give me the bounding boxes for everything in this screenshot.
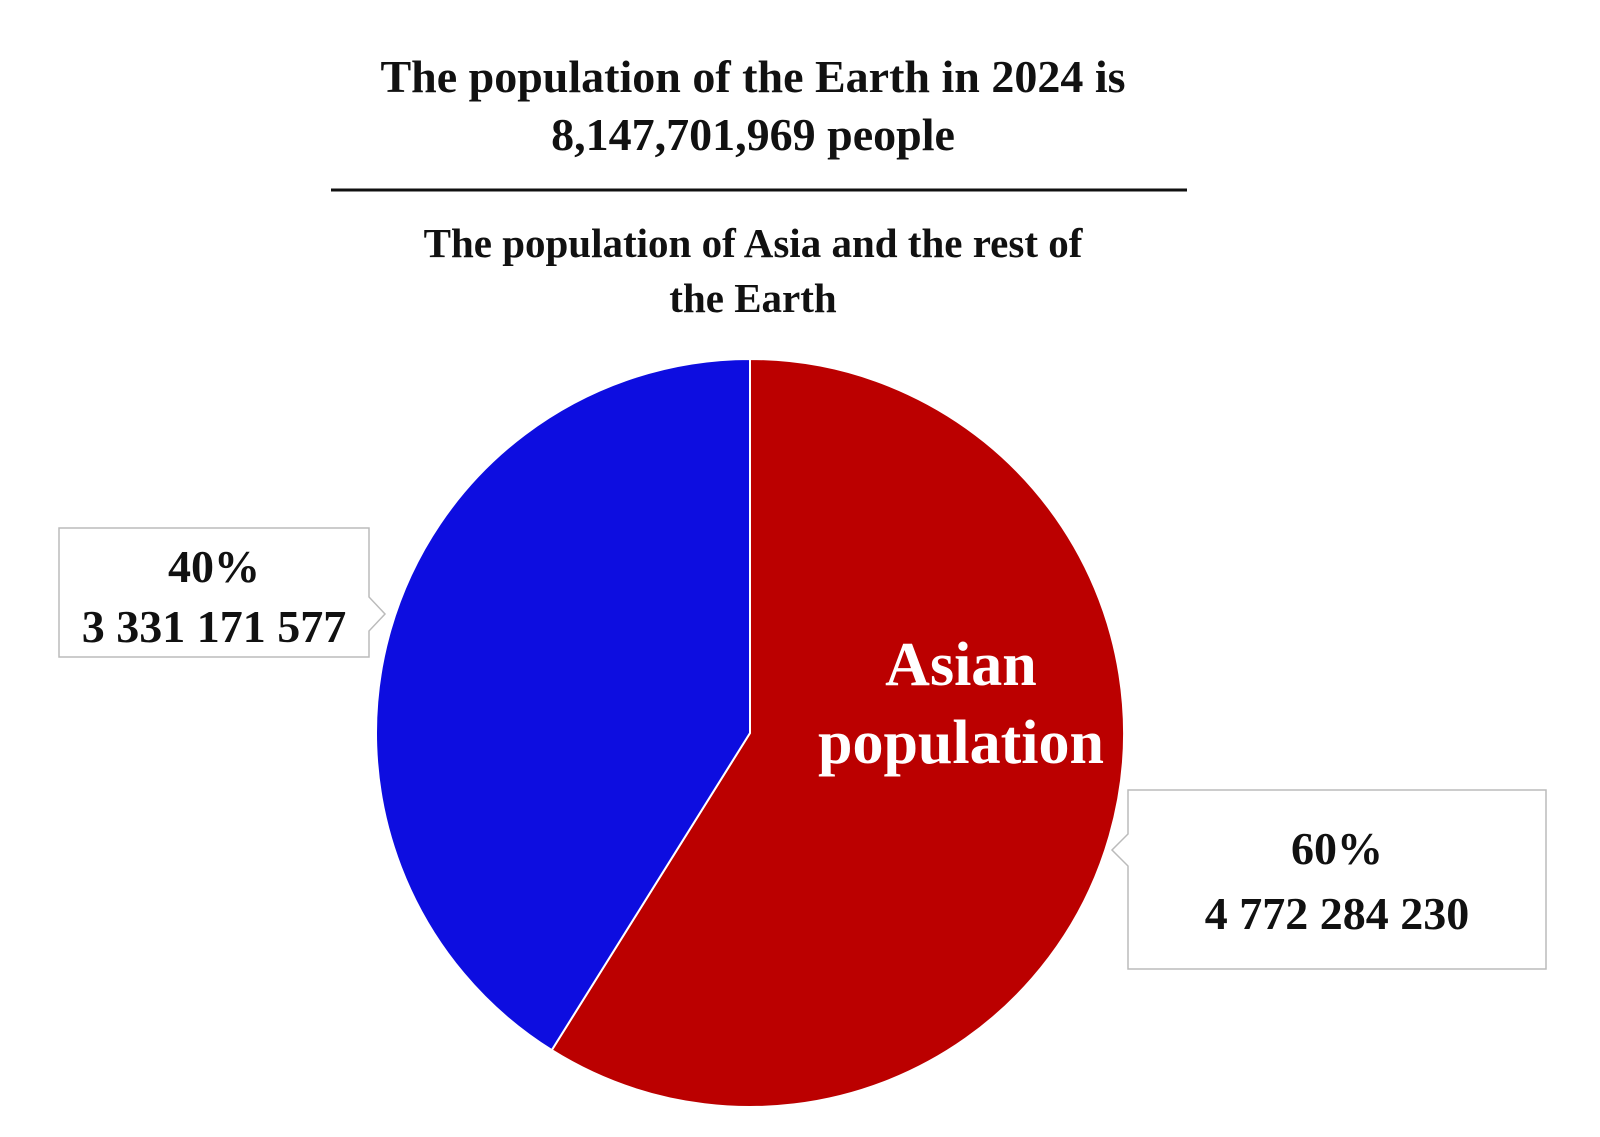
chart-subtitle: The population of Asia and the rest of t… — [423, 220, 1083, 321]
label-box — [1110, 789, 1547, 970]
pie-slice — [375, 357, 751, 1052]
value-label: 4 772 284 230 — [1204, 888, 1470, 939]
slice-label: Asian population — [817, 631, 1104, 778]
percent-label: 60% — [1291, 823, 1383, 874]
percent-label: 40% — [168, 541, 260, 592]
label-box — [58, 527, 387, 658]
value-label: 3 331 171 577 — [81, 601, 347, 652]
pie-slice — [550, 357, 1125, 1108]
chart-title: The population of the Earth in 2024 is 8… — [380, 51, 1126, 160]
